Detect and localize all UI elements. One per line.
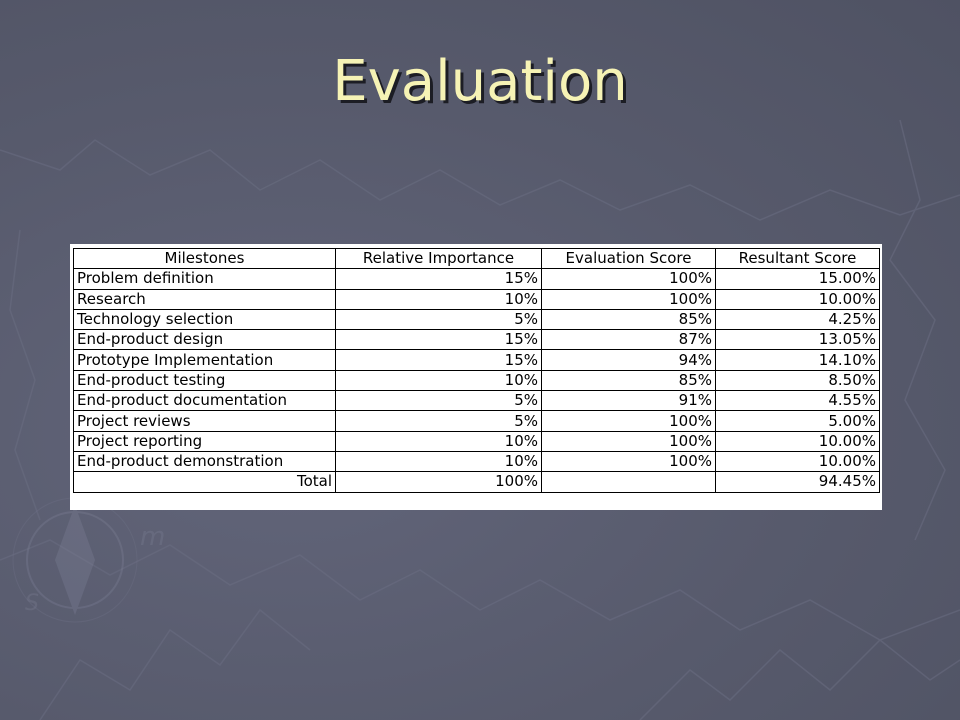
milestone-cell: End-product documentation: [73, 390, 336, 412]
column-header-evaluation-score: Evaluation Score: [541, 247, 716, 270]
total-label-cell: Total: [73, 471, 336, 493]
total-resultant-cell: 94.45%: [715, 471, 880, 493]
importance-cell: 15%: [335, 329, 542, 351]
milestone-cell: Project reviews: [73, 410, 336, 432]
importance-cell: 15%: [335, 349, 542, 371]
resultant-cell: 10.00%: [715, 450, 880, 473]
resultant-cell: 14.10%: [715, 349, 880, 371]
milestone-cell: Prototype Implementation: [73, 349, 336, 371]
importance-cell: 10%: [335, 450, 542, 473]
table-row: Project reviews 5% 100% 5.00%: [73, 410, 880, 432]
evaluation-cell: 100%: [541, 268, 716, 290]
table-total-row: Total 100% 94.45%: [73, 471, 880, 493]
resultant-cell: 10.00%: [715, 430, 880, 452]
evaluation-table: Milestones Relative Importance Evaluatio…: [73, 247, 880, 493]
milestone-cell: Technology selection: [73, 308, 336, 331]
table-row: Prototype Implementation 15% 94% 14.10%: [73, 349, 880, 371]
evaluation-cell: 100%: [541, 288, 716, 310]
milestone-cell: Research: [73, 288, 336, 310]
milestone-cell: Project reporting: [73, 430, 336, 452]
table-row: End-product demonstration 10% 100% 10.00…: [73, 450, 880, 473]
svg-text:S: S: [25, 591, 39, 616]
table-row: End-product documentation 5% 91% 4.55%: [73, 390, 880, 412]
resultant-cell: 5.00%: [715, 410, 880, 432]
table-row: Research 10% 100% 10.00%: [73, 288, 880, 310]
spreadsheet-table-panel: Milestones Relative Importance Evaluatio…: [70, 244, 882, 510]
evaluation-cell: 100%: [541, 410, 716, 432]
resultant-cell: 4.55%: [715, 390, 880, 412]
resultant-cell: 8.50%: [715, 369, 880, 392]
importance-cell: 10%: [335, 369, 542, 392]
table-row: Technology selection 5% 85% 4.25%: [73, 308, 880, 331]
column-header-relative-importance: Relative Importance: [335, 247, 542, 270]
resultant-cell: 13.05%: [715, 329, 880, 351]
column-header-resultant-score: Resultant Score: [715, 247, 880, 270]
evaluation-cell: 91%: [541, 390, 716, 412]
compass-needle-shape: [55, 505, 95, 615]
evaluation-cell: 94%: [541, 349, 716, 371]
importance-cell: 10%: [335, 288, 542, 310]
importance-cell: 15%: [335, 268, 542, 290]
resultant-cell: 4.25%: [715, 308, 880, 331]
milestone-cell: End-product demonstration: [73, 450, 336, 473]
milestone-cell: End-product testing: [73, 369, 336, 392]
svg-text:m: m: [140, 522, 165, 552]
importance-cell: 10%: [335, 430, 542, 452]
resultant-cell: 15.00%: [715, 268, 880, 290]
table-row: End-product testing 10% 85% 8.50%: [73, 369, 880, 392]
evaluation-cell: 85%: [541, 369, 716, 392]
milestone-cell: Problem definition: [73, 268, 336, 290]
column-header-milestones: Milestones: [73, 247, 336, 270]
evaluation-cell: 87%: [541, 329, 716, 351]
table-row: Project reporting 10% 100% 10.00%: [73, 430, 880, 452]
slide-title: Evaluation: [332, 49, 628, 114]
evaluation-cell: 100%: [541, 430, 716, 452]
table-row: Problem definition 15% 100% 15.00%: [73, 268, 880, 290]
resultant-cell: 10.00%: [715, 288, 880, 310]
table-row: End-product design 15% 87% 13.05%: [73, 329, 880, 351]
importance-cell: 5%: [335, 308, 542, 331]
evaluation-cell: 85%: [541, 308, 716, 331]
importance-cell: 5%: [335, 390, 542, 412]
total-evaluation-cell: [541, 471, 716, 493]
importance-cell: 5%: [335, 410, 542, 432]
table-header-row: Milestones Relative Importance Evaluatio…: [73, 247, 880, 270]
evaluation-cell: 100%: [541, 450, 716, 473]
milestone-cell: End-product design: [73, 329, 336, 351]
total-importance-cell: 100%: [335, 471, 542, 493]
